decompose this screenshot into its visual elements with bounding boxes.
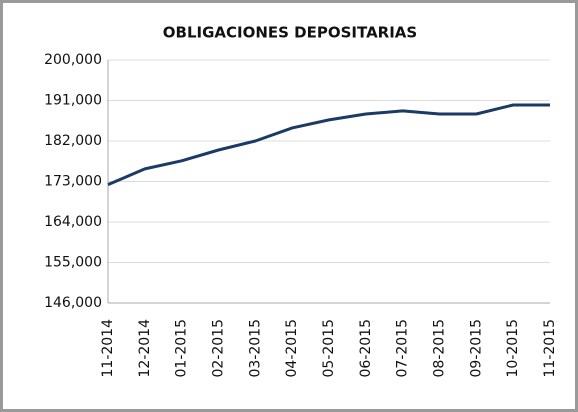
x-tick-label: 01-2015	[174, 319, 190, 378]
x-tick-label: 11-2014	[100, 319, 116, 378]
x-tick-label: 06-2015	[358, 319, 374, 378]
series-line	[107, 103, 550, 187]
x-tick-label: 09-2015	[468, 319, 484, 378]
y-tick-label: 200,000	[44, 52, 102, 68]
y-tick-label: 182,000	[44, 133, 102, 149]
x-tick-label: 04-2015	[284, 319, 300, 378]
x-tick-label: 12-2014	[137, 319, 153, 378]
y-tick-label: 164,000	[44, 214, 102, 230]
x-tick-label: 07-2015	[395, 319, 411, 378]
x-tick-label: 11-2015	[542, 319, 558, 378]
chart-title: OBLIGACIONES DEPOSITARIAS	[163, 24, 417, 42]
y-tick-label: 155,000	[44, 255, 102, 271]
y-tick-label: 173,000	[44, 174, 102, 190]
x-tick-label: 08-2015	[432, 319, 448, 378]
x-tick-label: 05-2015	[321, 319, 337, 378]
x-tick-label: 03-2015	[247, 319, 263, 378]
x-tick-label: 02-2015	[211, 319, 227, 378]
y-tick-label: 146,000	[44, 295, 102, 311]
x-tick-label: 10-2015	[505, 319, 521, 378]
y-tick-label: 191,000	[44, 93, 102, 109]
